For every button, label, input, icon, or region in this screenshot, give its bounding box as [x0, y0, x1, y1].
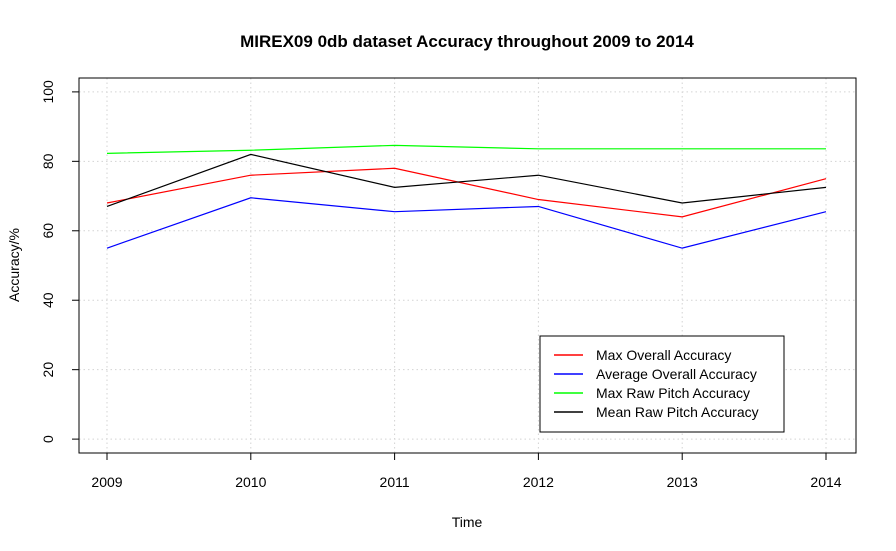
y-tick-label: 20	[40, 362, 56, 378]
x-tick-label: 2011	[380, 474, 410, 490]
chart-title: MIREX09 0db dataset Accuracy throughout …	[240, 32, 694, 51]
legend: Max Overall Accuracy Average Overall Accu…	[539, 335, 785, 433]
series-line-4	[106, 153, 827, 208]
legend-label: Mean Raw Pitch Accuracy	[596, 404, 759, 420]
x-tick-label: 2010	[235, 474, 266, 490]
y-tick-label: 40	[40, 292, 56, 308]
x-tick-label: 2012	[523, 474, 554, 490]
grid	[79, 78, 856, 453]
series-layer	[106, 144, 827, 249]
plot-frame	[78, 77, 857, 454]
legend-label: Max Raw Pitch Accuracy	[596, 385, 750, 401]
x-tick-label: 2009	[91, 474, 122, 490]
x-tick-label: 2013	[667, 474, 698, 490]
y-tick-label: 60	[40, 223, 56, 239]
x-tick-label: 2014	[810, 474, 841, 490]
legend-label: Max Overall Accuracy	[596, 347, 731, 363]
series-line-2	[106, 197, 827, 249]
series-line-3	[106, 144, 826, 154]
x-axis: 2009 2010 2011 2012 2013 2014	[91, 453, 842, 490]
y-axis: 0 20 40 60 80 100	[40, 80, 79, 443]
x-axis-label: Time	[452, 514, 483, 530]
y-tick-label: 0	[40, 435, 56, 443]
y-axis-label: Accuracy/%	[6, 228, 22, 302]
y-tick-label: 80	[40, 153, 56, 169]
legend-label: Average Overall Accuracy	[596, 366, 757, 382]
legend-box	[539, 335, 785, 433]
series-line-1	[106, 167, 827, 218]
y-tick-label: 100	[40, 80, 56, 104]
